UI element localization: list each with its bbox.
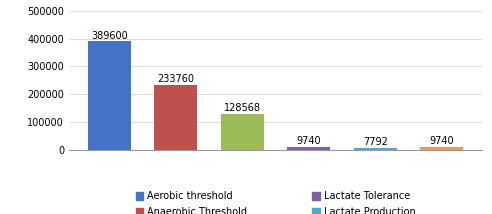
Text: 9740: 9740: [297, 136, 321, 146]
Bar: [154, 85, 197, 150]
Text: 389600: 389600: [91, 31, 127, 41]
Text: 9740: 9740: [430, 136, 454, 146]
Bar: [88, 42, 131, 150]
Bar: [420, 147, 463, 150]
Text: 128568: 128568: [224, 103, 261, 113]
Text: 7792: 7792: [363, 137, 388, 147]
Bar: [220, 114, 264, 150]
Bar: [287, 147, 331, 150]
Text: 233760: 233760: [157, 74, 194, 84]
Legend: Aerobic threshold, Anaerobic Threshold, Maximum Oxygen Consumption, Lactate Tole: Aerobic threshold, Anaerobic Threshold, …: [134, 189, 417, 214]
Bar: [354, 148, 397, 150]
